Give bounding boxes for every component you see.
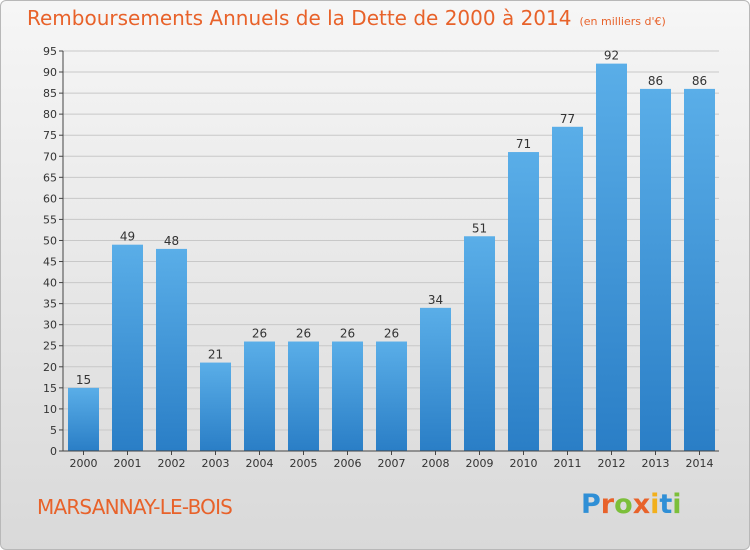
bar-2006 <box>332 341 363 451</box>
x-tick-label: 2007 <box>378 457 406 470</box>
axes <box>59 50 719 455</box>
y-tick-label: 65 <box>43 171 57 184</box>
logo-letter: i <box>650 489 660 520</box>
y-tick-label: 20 <box>43 361 57 374</box>
logo-letter: i <box>672 489 682 520</box>
y-tick-labels: 0 5 10 15 20 25 30 35 40 45 50 55 60 65 70 75 80 85 90 95 <box>43 45 57 458</box>
x-tick-label: 2011 <box>554 457 582 470</box>
data-label: 21 <box>208 348 223 362</box>
bar-2002 <box>156 248 187 451</box>
y-tick-label: 55 <box>43 213 57 226</box>
y-tick-label: 85 <box>43 87 57 100</box>
bar-2004 <box>244 341 275 451</box>
commune-name: MARSANNAY-LE-BOIS <box>37 495 233 519</box>
x-tick-label: 2000 <box>70 457 98 470</box>
y-tick-label: 0 <box>50 445 57 458</box>
data-label: 26 <box>252 327 267 341</box>
bar-2012 <box>596 63 627 451</box>
bar-2008 <box>420 307 451 451</box>
logo-letter: x <box>632 489 651 520</box>
bar-2000 <box>68 387 99 451</box>
y-tick-label: 80 <box>43 108 57 121</box>
data-label: 49 <box>120 230 135 244</box>
chart-unit: (en milliers d'€) <box>579 15 666 28</box>
y-tick-label: 70 <box>43 150 57 163</box>
data-label: 86 <box>692 74 707 88</box>
x-tick-label: 2002 <box>158 457 186 470</box>
bar-2011 <box>552 126 583 451</box>
bars <box>68 63 715 452</box>
x-tick-label: 2006 <box>334 457 362 470</box>
y-tick-label: 40 <box>43 277 57 290</box>
bar-2013 <box>640 88 671 451</box>
x-tick-label: 2012 <box>598 457 626 470</box>
x-tick-label: 2003 <box>202 457 230 470</box>
bar-2003 <box>200 362 231 451</box>
x-tick-label: 2008 <box>422 457 450 470</box>
y-tick-label: 10 <box>43 403 57 416</box>
proxiti-logo: Proxiti <box>581 489 682 520</box>
x-tick-labels: 2000 2001 2002 2003 2004 2005 2006 2007 2008 2009… <box>70 457 714 470</box>
data-label: 92 <box>604 49 619 63</box>
x-tick-label: 2010 <box>510 457 538 470</box>
x-tick-label: 2001 <box>114 457 142 470</box>
x-tick-label: 2004 <box>246 457 274 470</box>
logo-letter: r <box>600 489 615 520</box>
logo-letter: P <box>581 489 601 520</box>
logo-letter: t <box>659 489 673 520</box>
y-tick-label: 15 <box>43 382 57 395</box>
x-tick-label: 2005 <box>290 457 318 470</box>
y-tick-label: 95 <box>43 45 57 58</box>
bar-2005 <box>288 341 319 451</box>
data-label: 34 <box>428 293 443 307</box>
data-label: 26 <box>340 327 355 341</box>
data-label: 26 <box>296 327 311 341</box>
x-tick-label: 2009 <box>466 457 494 470</box>
data-label: 48 <box>164 234 179 248</box>
y-tick-label: 90 <box>43 66 57 79</box>
y-tick-label: 35 <box>43 298 57 311</box>
data-labels: 15 49 48 21 26 26 26 26 34 51 71 77 92 86 86 <box>76 49 707 387</box>
y-tick-label: 45 <box>43 256 57 269</box>
y-tick-label: 25 <box>43 340 57 353</box>
y-tick-label: 60 <box>43 192 57 205</box>
chart-title-text: Remboursements Annuels de la Dette de 20… <box>27 6 572 30</box>
data-label: 71 <box>516 137 531 151</box>
data-label: 26 <box>384 327 399 341</box>
bar-2001 <box>112 244 143 451</box>
y-tick-label: 5 <box>50 424 57 437</box>
data-label: 51 <box>472 221 487 235</box>
bar-2010 <box>508 152 539 452</box>
x-tick-label: 2014 <box>686 457 714 470</box>
y-tick-label: 75 <box>43 129 57 142</box>
chart-title: Remboursements Annuels de la Dette de 20… <box>27 6 666 30</box>
y-tick-label: 30 <box>43 319 57 332</box>
bar-2009 <box>464 236 495 451</box>
data-label: 77 <box>560 112 575 126</box>
y-tick-label: 50 <box>43 234 57 247</box>
bar-2014 <box>684 88 715 451</box>
logo-letter: o <box>614 489 633 520</box>
data-label: 15 <box>76 373 91 387</box>
x-tick-label: 2013 <box>642 457 670 470</box>
data-label: 86 <box>648 74 663 88</box>
bar-2007 <box>376 341 407 451</box>
